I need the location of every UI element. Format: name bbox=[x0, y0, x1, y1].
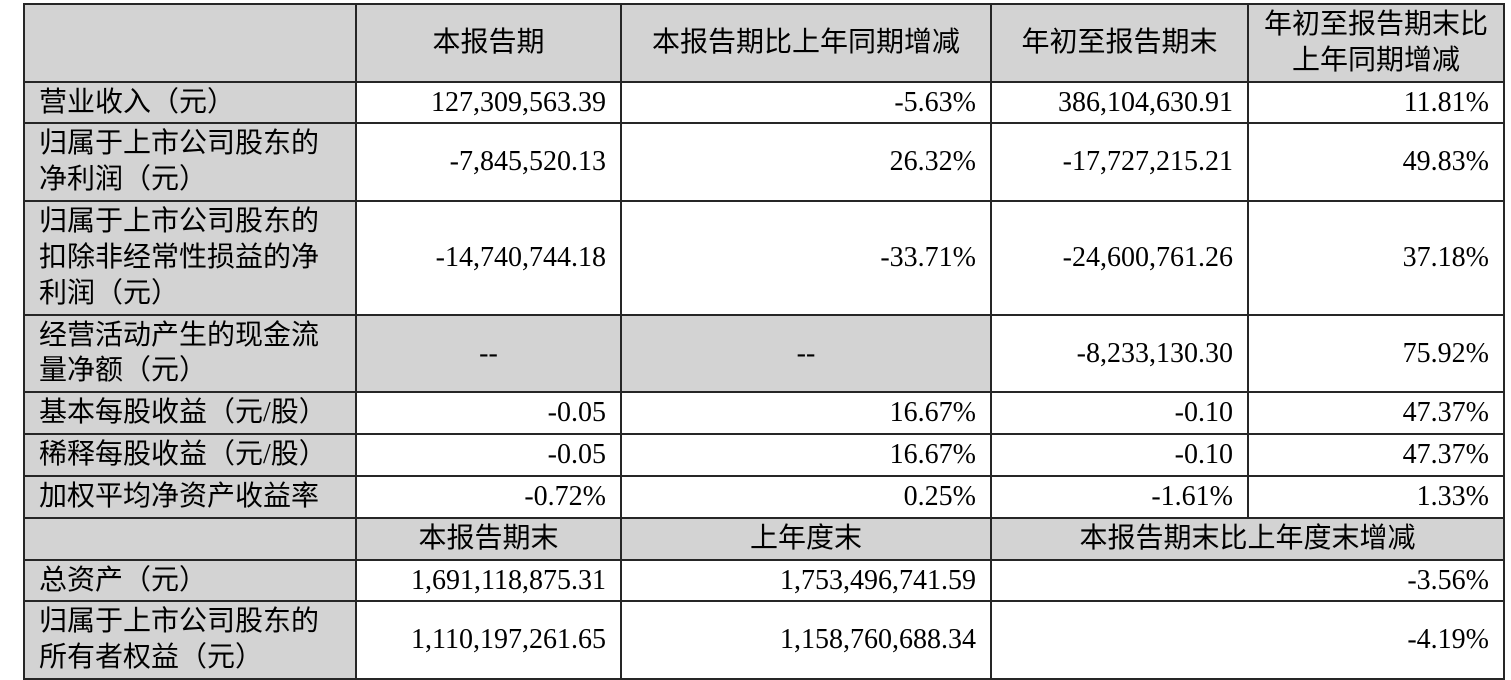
cell-ytd: -1.61% bbox=[990, 474, 1249, 519]
subheader-period-end: 本报告期末 bbox=[355, 516, 622, 561]
table-row-net-profit: 归属于上市公司股东的净利润（元） -7,845,520.13 26.32% -1… bbox=[23, 122, 1505, 203]
cell-current-period: 127,309,563.39 bbox=[355, 80, 622, 125]
table-row-total-assets: 总资产（元） 1,691,118,875.31 1,753,496,741.59… bbox=[23, 558, 1505, 603]
header-current-yoy-change: 本报告期比上年同期增减 bbox=[620, 3, 992, 83]
cell-current-period: -7,845,520.13 bbox=[355, 122, 622, 203]
row-label: 归属于上市公司股东的扣除非经常性损益的净利润（元） bbox=[23, 200, 357, 316]
table-row-basic-eps: 基本每股收益（元/股） -0.05 16.67% -0.10 47.37% bbox=[23, 391, 1505, 436]
cell-period-end: 1,691,118,875.31 bbox=[355, 558, 622, 603]
cell-prev-year-end: 1,158,760,688.34 bbox=[620, 600, 992, 680]
cell-current-yoy-dash: -- bbox=[620, 313, 992, 394]
row-label: 营业收入（元） bbox=[23, 80, 357, 125]
subheader-corner-cell bbox=[23, 516, 357, 561]
financial-summary-table: 本报告期 本报告期比上年同期增减 年初至报告期末 年初至报告期末比上年同期增减 … bbox=[23, 3, 1505, 680]
cell-ytd: -8,233,130.30 bbox=[990, 313, 1249, 394]
cell-prev-year-end: 1,753,496,741.59 bbox=[620, 558, 992, 603]
cell-period-end: 1,110,197,261.65 bbox=[355, 600, 622, 680]
cell-current-yoy: 16.67% bbox=[620, 433, 992, 477]
cell-ytd: 386,104,630.91 bbox=[990, 80, 1249, 125]
cell-ytd: -24,600,761.26 bbox=[990, 200, 1249, 316]
cell-current-yoy: 0.25% bbox=[620, 474, 992, 519]
row-label: 基本每股收益（元/股） bbox=[23, 391, 357, 436]
row-label: 总资产（元） bbox=[23, 558, 357, 603]
cell-period-end-change: -3.56% bbox=[990, 558, 1505, 603]
cell-ytd: -17,727,215.21 bbox=[990, 122, 1249, 203]
table-row-weighted-avg-roe: 加权平均净资产收益率 -0.72% 0.25% -1.61% 1.33% bbox=[23, 474, 1505, 519]
cell-current-yoy: 16.67% bbox=[620, 391, 992, 436]
cell-current-period: -0.72% bbox=[355, 474, 622, 519]
header-current-period: 本报告期 bbox=[355, 3, 622, 83]
cell-ytd-yoy: 75.92% bbox=[1247, 313, 1505, 394]
cell-ytd: -0.10 bbox=[990, 433, 1249, 477]
header-ytd-yoy-change: 年初至报告期末比上年同期增减 bbox=[1247, 3, 1505, 83]
cell-current-period: -0.05 bbox=[355, 391, 622, 436]
row-label: 归属于上市公司股东的所有者权益（元） bbox=[23, 600, 357, 680]
table-row-diluted-eps: 稀释每股收益（元/股） -0.05 16.67% -0.10 47.37% bbox=[23, 433, 1505, 477]
cell-current-period-dash: -- bbox=[355, 313, 622, 394]
cell-ytd-yoy: 37.18% bbox=[1247, 200, 1505, 316]
cell-ytd-yoy: 49.83% bbox=[1247, 122, 1505, 203]
cell-ytd-yoy: 47.37% bbox=[1247, 433, 1505, 477]
table-subheader-row: 本报告期末 上年度末 本报告期末比上年度末增减 bbox=[23, 516, 1505, 561]
header-corner-cell bbox=[23, 3, 357, 83]
cell-current-period: -0.05 bbox=[355, 433, 622, 477]
subheader-prev-year-end: 上年度末 bbox=[620, 516, 992, 561]
header-ytd: 年初至报告期末 bbox=[990, 3, 1249, 83]
table-header-row: 本报告期 本报告期比上年同期增减 年初至报告期末 年初至报告期末比上年同期增减 bbox=[23, 3, 1505, 83]
table-row-net-profit-excl-nonrecurring: 归属于上市公司股东的扣除非经常性损益的净利润（元） -14,740,744.18… bbox=[23, 200, 1505, 316]
table-row-shareholders-equity: 归属于上市公司股东的所有者权益（元） 1,110,197,261.65 1,15… bbox=[23, 600, 1505, 680]
subheader-period-end-change: 本报告期末比上年度末增减 bbox=[990, 516, 1505, 561]
table-row-operating-cash-flow: 经营活动产生的现金流量净额（元） -- -- -8,233,130.30 75.… bbox=[23, 313, 1505, 394]
table-row-revenue: 营业收入（元） 127,309,563.39 -5.63% 386,104,63… bbox=[23, 80, 1505, 125]
cell-current-period: -14,740,744.18 bbox=[355, 200, 622, 316]
cell-current-yoy: -5.63% bbox=[620, 80, 992, 125]
cell-current-yoy: -33.71% bbox=[620, 200, 992, 316]
row-label: 稀释每股收益（元/股） bbox=[23, 433, 357, 477]
cell-ytd-yoy: 11.81% bbox=[1247, 80, 1505, 125]
cell-ytd: -0.10 bbox=[990, 391, 1249, 436]
cell-current-yoy: 26.32% bbox=[620, 122, 992, 203]
cell-ytd-yoy: 1.33% bbox=[1247, 474, 1505, 519]
cell-period-end-change: -4.19% bbox=[990, 600, 1505, 680]
row-label: 经营活动产生的现金流量净额（元） bbox=[23, 313, 357, 394]
cell-ytd-yoy: 47.37% bbox=[1247, 391, 1505, 436]
row-label: 归属于上市公司股东的净利润（元） bbox=[23, 122, 357, 203]
row-label: 加权平均净资产收益率 bbox=[23, 474, 357, 519]
